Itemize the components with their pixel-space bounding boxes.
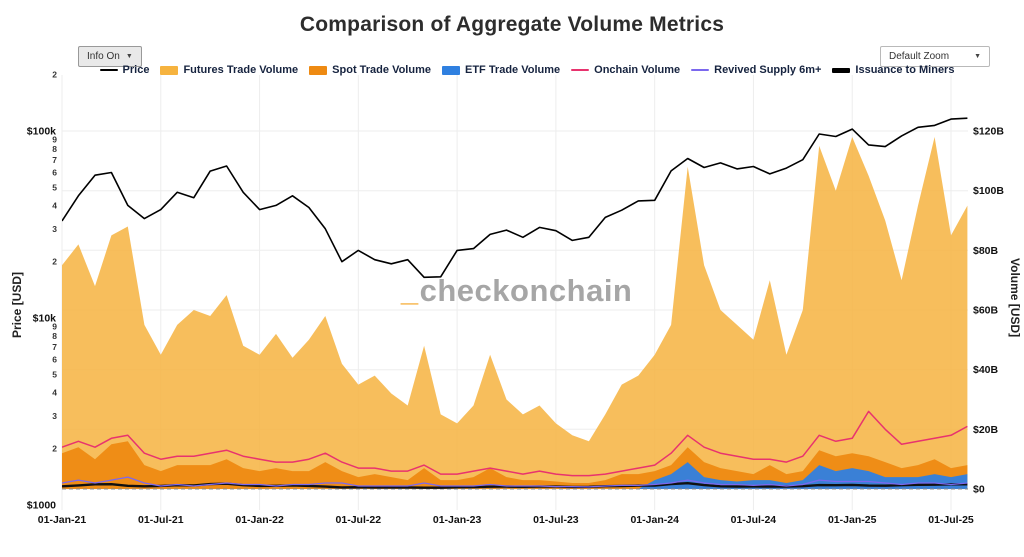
svg-text:$60B: $60B (973, 305, 999, 317)
legend-item-spot-trade-volume[interactable]: Spot Trade Volume (309, 64, 431, 76)
caret-down-icon: ▼ (974, 53, 981, 60)
price-swatch-icon (99, 69, 118, 71)
legend-label: Revived Supply 6m+ (714, 64, 822, 76)
legend-label: Futures Trade Volume (183, 64, 299, 76)
zoom-dropdown-label: Default Zoom (889, 51, 950, 62)
svg-text:$120B: $120B (973, 126, 1004, 138)
svg-text:7: 7 (52, 342, 57, 352)
svg-text:01-Jul-25: 01-Jul-25 (928, 514, 974, 526)
svg-text:9: 9 (52, 322, 57, 332)
svg-text:$10k: $10k (33, 313, 57, 325)
onchain-volume-swatch-icon (571, 69, 590, 71)
svg-text:6: 6 (52, 168, 57, 178)
futures-trade-volume-swatch-icon (160, 65, 179, 75)
revived-supply-6m-swatch-icon (691, 69, 710, 71)
svg-text:01-Jul-22: 01-Jul-22 (336, 514, 382, 526)
legend-item-etf-trade-volume[interactable]: ETF Trade Volume (441, 64, 561, 76)
svg-text:01-Jan-25: 01-Jan-25 (828, 514, 877, 526)
svg-text:$1000: $1000 (27, 500, 56, 512)
legend-label: Issuance to Miners (855, 64, 955, 76)
svg-text:$0: $0 (973, 484, 985, 496)
legend-item-onchain-volume[interactable]: Onchain Volume (571, 64, 680, 76)
zoom-dropdown[interactable]: Default Zoom ▼ (880, 46, 990, 67)
legend-label: Price (122, 64, 150, 76)
svg-text:01-Jan-23: 01-Jan-23 (433, 514, 482, 526)
svg-text:01-Jan-21: 01-Jan-21 (38, 514, 87, 526)
legend-label: Spot Trade Volume (332, 64, 431, 76)
svg-text:$20B: $20B (973, 424, 999, 436)
svg-text:6: 6 (52, 355, 57, 365)
svg-text:01-Jan-24: 01-Jan-24 (630, 514, 679, 526)
info-dropdown[interactable]: Info On ▼ (78, 46, 142, 67)
svg-text:$100k: $100k (27, 126, 56, 138)
svg-text:9: 9 (52, 135, 57, 145)
issuance-to-miners-swatch-icon (832, 67, 851, 73)
legend-item-revived-supply-6m[interactable]: Revived Supply 6m+ (691, 64, 821, 76)
etf-trade-volume-swatch-icon (441, 65, 460, 75)
svg-text:3: 3 (52, 411, 57, 421)
legend-item-issuance-to-miners[interactable]: Issuance to Miners (832, 64, 954, 76)
svg-text:7: 7 (52, 155, 57, 165)
legend-label: ETF Trade Volume (464, 64, 561, 76)
svg-text:2: 2 (52, 257, 57, 267)
svg-text:01-Jan-22: 01-Jan-22 (235, 514, 284, 526)
chart-title: Comparison of Aggregate Volume Metrics (299, 13, 725, 36)
legend-label: Onchain Volume (594, 64, 681, 76)
svg-text:2: 2 (52, 444, 57, 454)
svg-text:01-Jul-23: 01-Jul-23 (533, 514, 579, 526)
svg-text:2: 2 (52, 70, 57, 80)
caret-down-icon: ▼ (125, 53, 133, 60)
svg-text:8: 8 (52, 144, 57, 154)
legend-item-futures-trade-volume[interactable]: Futures Trade Volume (160, 64, 298, 76)
legend-item-price[interactable]: Price (99, 64, 150, 76)
svg-text:4: 4 (52, 387, 57, 397)
svg-text:$80B: $80B (973, 245, 999, 257)
svg-text:5: 5 (52, 182, 57, 192)
info-dropdown-label: Info On (87, 51, 120, 62)
svg-text:01-Jul-21: 01-Jul-21 (138, 514, 184, 526)
legend: Price Futures Trade Volume Spot Trade Volu… (55, 64, 999, 76)
svg-text:$100B: $100B (973, 185, 1004, 197)
svg-text:01-Jul-24: 01-Jul-24 (731, 514, 777, 526)
svg-text:8: 8 (52, 331, 57, 341)
svg-text:3: 3 (52, 224, 57, 234)
svg-text:4: 4 (52, 200, 57, 210)
spot-trade-volume-swatch-icon (309, 65, 328, 75)
svg-text:5: 5 (52, 369, 57, 379)
svg-text:$40B: $40B (973, 364, 999, 376)
